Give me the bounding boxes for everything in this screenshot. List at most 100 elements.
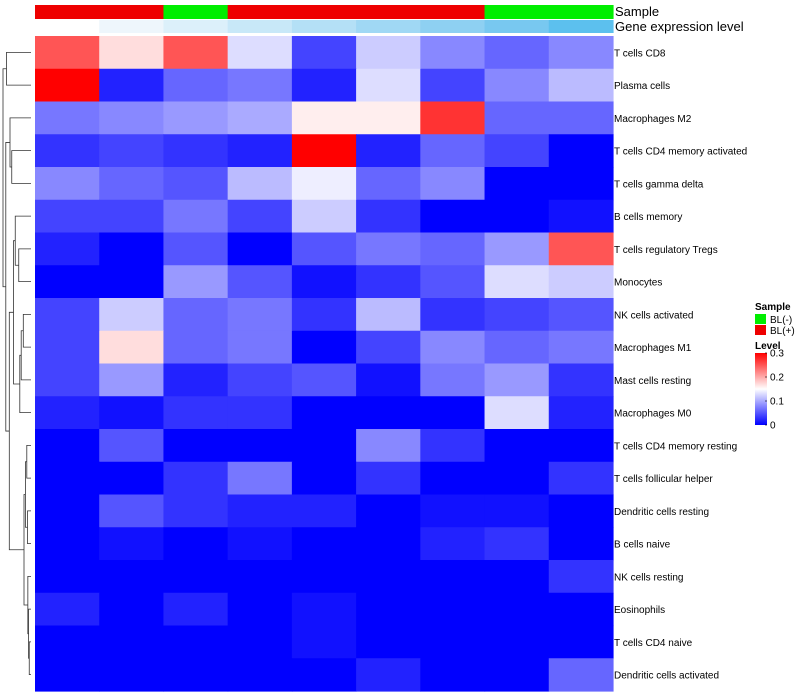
heatmap-cell (35, 396, 100, 430)
heatmap-cell (548, 265, 614, 299)
heatmap-cell (35, 363, 100, 397)
heatmap-cell (227, 167, 293, 201)
heatmap-cell (99, 265, 165, 299)
heatmap-cell (420, 298, 486, 332)
row-label: NK cells activated (614, 310, 693, 321)
heatmap-cell (484, 232, 550, 266)
row-label: Macrophages M1 (614, 343, 692, 354)
heatmap-cell (35, 36, 100, 70)
expression-annotation-cell (227, 20, 293, 33)
dendrogram-branch (27, 510, 31, 545)
expression-annotation-label: Gene expression level (615, 19, 744, 34)
heatmap-cell (99, 330, 165, 365)
heatmap-cell (548, 625, 614, 659)
heatmap-cell (484, 429, 550, 463)
heatmap-cell (484, 68, 550, 103)
heatmap-cell (99, 68, 165, 103)
heatmap-cell (163, 199, 229, 234)
heatmap-cell (356, 36, 421, 70)
heatmap-cell (35, 527, 100, 561)
heatmap-cell (548, 560, 614, 594)
heatmap-cell (227, 527, 293, 561)
heatmap-cell (548, 232, 614, 266)
row-label: T cells CD8 (614, 48, 666, 59)
heatmap-cell (484, 592, 550, 627)
heatmap-cell (291, 560, 357, 594)
heatmap-cell (291, 363, 357, 397)
heatmap-cell (420, 625, 486, 659)
heatmap-cell (548, 298, 614, 332)
heatmap-cell (548, 494, 614, 528)
heatmap-cell (163, 298, 229, 332)
heatmap-cell (356, 625, 421, 659)
expression-annotation-cell (484, 20, 550, 33)
heatmap-cell (420, 429, 486, 463)
expression-annotation-cell (548, 20, 614, 33)
heatmap-cell (99, 396, 165, 430)
heatmap-cell (548, 527, 614, 561)
heatmap-cell (420, 265, 486, 299)
heatmap-cell (420, 363, 486, 397)
sample-legend-label: BL(-) (770, 315, 792, 326)
heatmap-cell (163, 494, 229, 528)
heatmap-cell (356, 658, 421, 692)
heatmap-cell (163, 396, 229, 430)
heatmap-cell (548, 396, 614, 430)
heatmap-cell (420, 658, 486, 692)
heatmap-cell (291, 461, 357, 496)
row-label: Monocytes (614, 278, 662, 289)
heatmap-cell (35, 461, 100, 496)
heatmap-cell (356, 68, 421, 103)
heatmap-cell (420, 396, 486, 430)
row-label: Eosinophils (614, 605, 665, 616)
heatmap-cell (163, 592, 229, 627)
row-label: B cells naive (614, 540, 671, 551)
heatmap-cell (356, 134, 421, 168)
heatmap-cell (548, 101, 614, 135)
row-label: B cells memory (614, 212, 682, 223)
dendrogram-branch (2, 68, 7, 288)
heatmap-cell (420, 461, 486, 496)
dendrogram-branch (22, 313, 31, 348)
heatmap-cell (291, 396, 357, 430)
heatmap-cell (227, 429, 293, 463)
dendrogram-branch (20, 330, 31, 381)
heatmap-cell (35, 167, 100, 201)
sample-legend-swatch (755, 325, 766, 335)
heatmap-cell (356, 232, 421, 266)
heatmap-cell (35, 592, 100, 627)
heatmap-cell (291, 101, 357, 135)
heatmap-cell (99, 298, 165, 332)
heatmap-cell (227, 625, 293, 659)
heatmap-cell (227, 232, 293, 266)
heatmap-cell (548, 592, 614, 627)
heatmap-cell (99, 101, 165, 135)
heatmap-cell (99, 363, 165, 397)
row-label: Plasma cells (614, 81, 670, 92)
heatmap-cell (227, 658, 293, 692)
heatmap-cell (420, 134, 486, 168)
level-colorbar (755, 353, 767, 425)
heatmap-cell (356, 396, 421, 430)
dendrogram-branch (28, 608, 31, 659)
heatmap-cell (35, 429, 100, 463)
heatmap-cell (356, 429, 421, 463)
heatmap-cell (484, 167, 550, 201)
heatmap-cell (291, 494, 357, 528)
heatmap-cell (227, 134, 293, 168)
heatmap-cell (548, 429, 614, 463)
annotation-labels: Sample Gene expression level (615, 4, 744, 34)
heatmap-cell (227, 592, 293, 627)
heatmap-cell (35, 298, 100, 332)
sample-legend-swatch (755, 314, 766, 324)
heatmap-cell (227, 68, 293, 103)
heatmap-cell (484, 134, 550, 168)
heatmap-cell (484, 330, 550, 365)
expression-annotation-cell (163, 20, 229, 33)
heatmap-cell (163, 330, 229, 365)
heatmap-cell (420, 232, 486, 266)
sample-annotation-cell (163, 5, 229, 19)
heatmap-cell (163, 232, 229, 266)
heatmap-cell (35, 330, 100, 365)
